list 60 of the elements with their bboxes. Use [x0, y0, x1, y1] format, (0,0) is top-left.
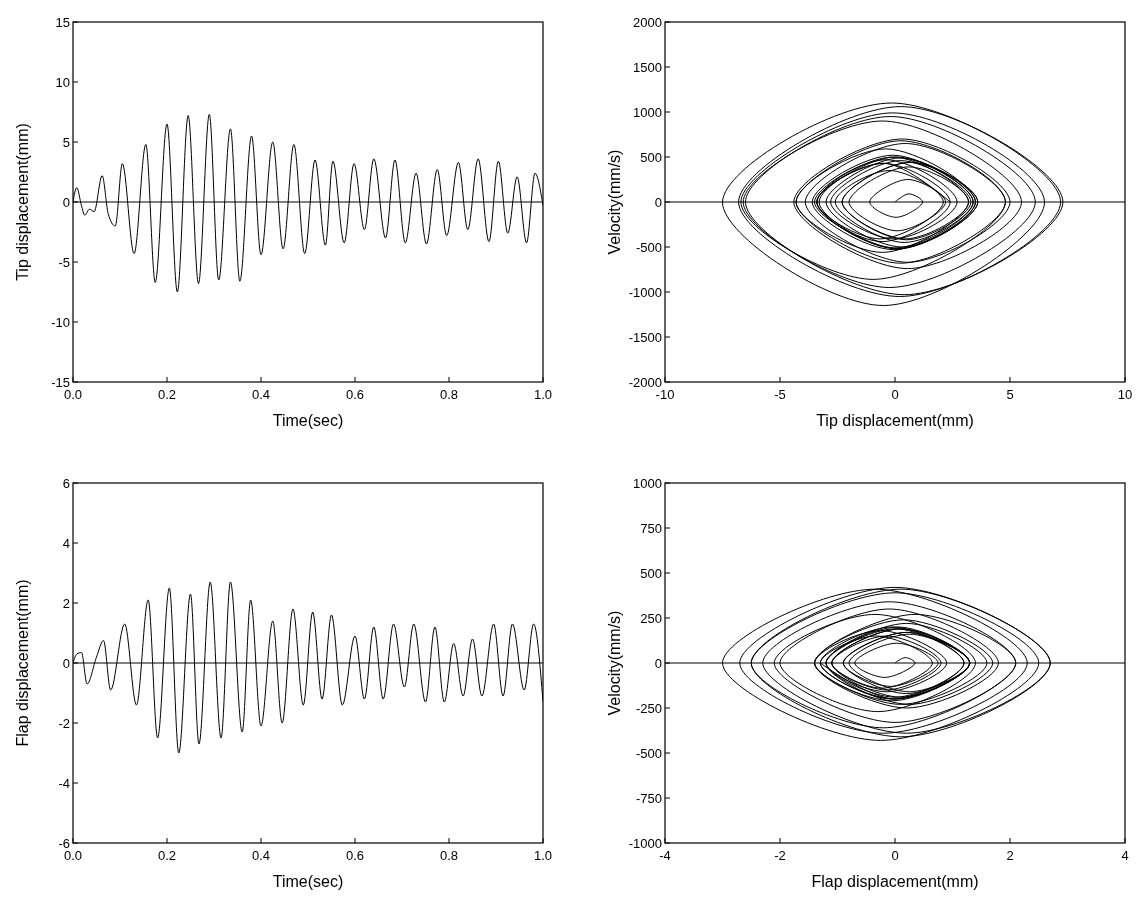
y-tick-label: 2	[62, 595, 70, 611]
x-tick-label: 5	[1006, 387, 1014, 402]
y-axis-title: Velocity(mm/s)	[606, 610, 623, 716]
y-tick-label: 2000	[633, 14, 662, 30]
x-tick-label: 1.0	[533, 387, 553, 402]
y-tick-label: 500	[640, 565, 662, 581]
y-tick-label: 4	[62, 535, 70, 551]
y-tick-label: 1000	[633, 104, 662, 120]
x-tick-label: 0	[891, 848, 899, 863]
x-tick-label: 0	[891, 387, 899, 402]
x-axis-title: Time(sec)	[272, 873, 344, 890]
y-tick-label: 1500	[633, 59, 662, 75]
x-tick-label: 2	[1006, 848, 1014, 863]
x-tick-label: 0.8	[439, 848, 459, 863]
x-tick-label: 0.6	[345, 387, 365, 402]
y-axis-title: Tip displacement(mm)	[14, 123, 31, 281]
y-tick-label: -1500	[628, 329, 662, 345]
y-tick-label: 0	[62, 194, 70, 210]
x-tick-label: 0.8	[439, 387, 459, 402]
y-tick-label: -6	[58, 835, 70, 851]
x-axis-title: Flap displacement(mm)	[811, 873, 979, 890]
y-tick-label: 500	[640, 149, 662, 165]
y-tick-label: -15	[51, 374, 70, 390]
x-axis-title: Tip displacement(mm)	[816, 412, 974, 429]
y-tick-label: 10	[55, 74, 70, 90]
x-tick-label: 0.2	[157, 387, 177, 402]
x-tick-label: 0.0	[63, 387, 83, 402]
x-tick-label: 0.2	[157, 848, 177, 863]
y-tick-label: 0	[62, 655, 70, 671]
x-tick-label: 4	[1121, 848, 1129, 863]
y-axis-title: Velocity(mm/s)	[606, 149, 623, 255]
y-tick-label: 0	[654, 655, 662, 671]
y-tick-label: 250	[640, 610, 662, 626]
y-tick-label: -4	[58, 775, 70, 791]
y-tick-label: -500	[635, 745, 662, 761]
x-tick-label: 1.0	[533, 848, 553, 863]
y-tick-label: 1000	[633, 475, 662, 491]
y-tick-label: 0	[654, 194, 662, 210]
x-tick-label: -2	[774, 848, 786, 863]
y-tick-label: -250	[635, 700, 662, 716]
x-tick-label: -5	[774, 387, 786, 402]
y-tick-label: -10	[51, 314, 70, 330]
y-tick-label: -2	[58, 715, 70, 731]
x-tick-label: 10	[1117, 387, 1133, 402]
x-tick-label: 0.4	[251, 848, 271, 863]
x-tick-label: 0.0	[63, 848, 83, 863]
x-axis-title: Time(sec)	[272, 412, 344, 429]
y-tick-label: 750	[640, 520, 662, 536]
y-tick-label: -2000	[628, 374, 662, 390]
y-tick-label: -5	[58, 254, 70, 270]
y-tick-label: -1000	[628, 835, 662, 851]
y-tick-label: 15	[55, 14, 70, 30]
y-axis-title: Flap displacement(mm)	[14, 579, 31, 747]
y-tick-label: 6	[62, 475, 70, 491]
y-tick-label: -500	[635, 239, 662, 255]
x-tick-label: 0.6	[345, 848, 365, 863]
x-tick-label: 0.4	[251, 387, 271, 402]
y-tick-label: -750	[635, 790, 662, 806]
y-tick-label: 5	[62, 134, 70, 150]
y-tick-label: -1000	[628, 284, 662, 300]
